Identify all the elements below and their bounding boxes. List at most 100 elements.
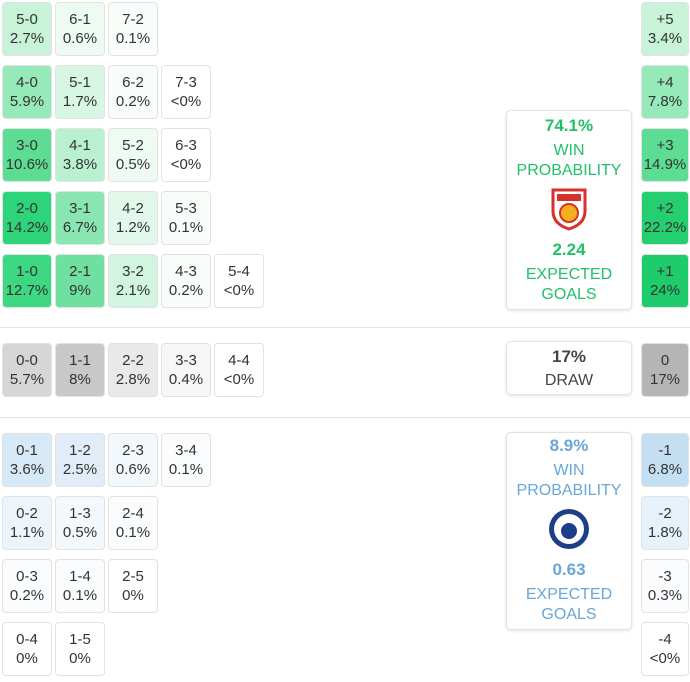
home-score-cell: 6-2 0.2% [108, 65, 158, 119]
draw-score-cell: 2-2 2.8% [108, 343, 158, 397]
probability: 0.6% [115, 461, 151, 478]
probability: 0.2% [9, 587, 45, 604]
home-score-cell: 4-0 5.9% [2, 65, 52, 119]
home-score-cell: 4-3 0.2% [161, 254, 211, 308]
score: 4-1 [69, 137, 91, 154]
score: -1 [658, 442, 672, 459]
score: +4 [656, 74, 674, 91]
home-score-cell: 5-2 0.5% [108, 128, 158, 182]
probability: 2.8% [115, 371, 151, 388]
score: 2-5 [122, 568, 144, 585]
away-score-cell: 2-4 0.1% [108, 496, 158, 550]
score: +2 [656, 200, 674, 217]
probability: 0.1% [168, 461, 204, 478]
score: 0-3 [16, 568, 38, 585]
score: 3-0 [16, 137, 38, 154]
probability: 0.1% [115, 30, 151, 47]
away-xg: 0.63 [552, 560, 586, 579]
probability: 17% [649, 371, 681, 388]
probability: 0.4% [168, 371, 204, 388]
margin-cell: 0 17% [641, 343, 689, 397]
home-score-cell: 6-1 0.6% [55, 2, 105, 56]
draw-card: 17% DRAW [506, 341, 632, 395]
probability: <0% [649, 650, 681, 667]
margin-cell: +3 14.9% [641, 128, 689, 182]
home-logo [551, 188, 587, 231]
score: 6-2 [122, 74, 144, 91]
score: 4-2 [122, 200, 144, 217]
home-score-cell: 7-2 0.1% [108, 2, 158, 56]
home-card: 74.1% WIN PROBABILITY 2.24 EXPECTED GOAL… [506, 110, 632, 310]
draw-score-cell: 1-1 8% [55, 343, 105, 397]
score: +1 [656, 263, 674, 280]
score: 5-4 [228, 263, 250, 280]
margin-cell: +1 24% [641, 254, 689, 308]
score: 2-0 [16, 200, 38, 217]
probability: 1.2% [115, 219, 151, 236]
margin-cell: +2 22.2% [641, 191, 689, 245]
score: -3 [658, 568, 672, 585]
probability: 0.6% [62, 30, 98, 47]
away-score-cell: 3-4 0.1% [161, 433, 211, 487]
score: 2-4 [122, 505, 144, 522]
margin-cell: -2 1.8% [641, 496, 689, 550]
score: 1-3 [69, 505, 91, 522]
home-score-cell: 3-2 2.1% [108, 254, 158, 308]
probability: 0.5% [115, 156, 151, 173]
probability: 3.4% [647, 30, 683, 47]
score: 3-4 [175, 442, 197, 459]
score: 1-0 [16, 263, 38, 280]
home-score-cell: 3-1 6.7% [55, 191, 105, 245]
score: -2 [658, 505, 672, 522]
probability: 0.2% [168, 282, 204, 299]
score: 3-2 [122, 263, 144, 280]
divider [0, 327, 690, 328]
probability: 0.1% [115, 524, 151, 541]
home-score-cell: 5-4 <0% [214, 254, 264, 308]
score: 6-1 [69, 11, 91, 28]
probability: 2.1% [115, 282, 151, 299]
away-xg-label: EXPECTED GOALS [525, 586, 613, 623]
probability: 8% [69, 371, 91, 388]
away-score-cell: 0-2 1.1% [2, 496, 52, 550]
margin-cell: -3 0.3% [641, 559, 689, 613]
margin-cell: +4 7.8% [641, 65, 689, 119]
probability: 1.8% [647, 524, 683, 541]
away-card: 8.9% WIN PROBABILITY 0.63 EXPECTED GOALS [506, 432, 632, 630]
score: 5-1 [69, 74, 91, 91]
home-score-cell: 5-0 2.7% [2, 2, 52, 56]
draw-score-cell: 4-4 <0% [214, 343, 264, 397]
draw-label: DRAW [544, 372, 594, 389]
probability: 3.8% [62, 156, 98, 173]
score: 0-4 [16, 631, 38, 648]
home-score-cell: 5-3 0.1% [161, 191, 211, 245]
probability: 1.7% [62, 93, 98, 110]
home-score-cell: 3-0 10.6% [2, 128, 52, 182]
margin-cell: +5 3.4% [641, 2, 689, 56]
draw-score-cell: 3-3 0.4% [161, 343, 211, 397]
score: 0 [660, 352, 670, 369]
probability: <0% [223, 282, 255, 299]
probability: 0.2% [115, 93, 151, 110]
probability: 6.8% [647, 461, 683, 478]
away-score-cell: 0-4 0% [2, 622, 52, 676]
home-score-cell: 5-1 1.7% [55, 65, 105, 119]
home-score-cell: 1-0 12.7% [2, 254, 52, 308]
away-score-cell: 2-3 0.6% [108, 433, 158, 487]
probability: 0% [16, 650, 38, 667]
away-score-cell: 2-5 0% [108, 559, 158, 613]
away-logo [549, 509, 589, 549]
probability: 12.7% [5, 282, 49, 299]
margin-cell: -4 <0% [641, 622, 689, 676]
away-score-cell: 1-5 0% [55, 622, 105, 676]
probability: 0.1% [62, 587, 98, 604]
probability: 0.3% [647, 587, 683, 604]
away-win-label: WIN PROBABILITY [516, 462, 622, 499]
score: 0-2 [16, 505, 38, 522]
probability: 3.6% [9, 461, 45, 478]
probability: <0% [170, 93, 202, 110]
away-score-cell: 1-3 0.5% [55, 496, 105, 550]
score: 3-3 [175, 352, 197, 369]
probability: 14.9% [643, 156, 687, 173]
probability: 7.8% [647, 93, 683, 110]
